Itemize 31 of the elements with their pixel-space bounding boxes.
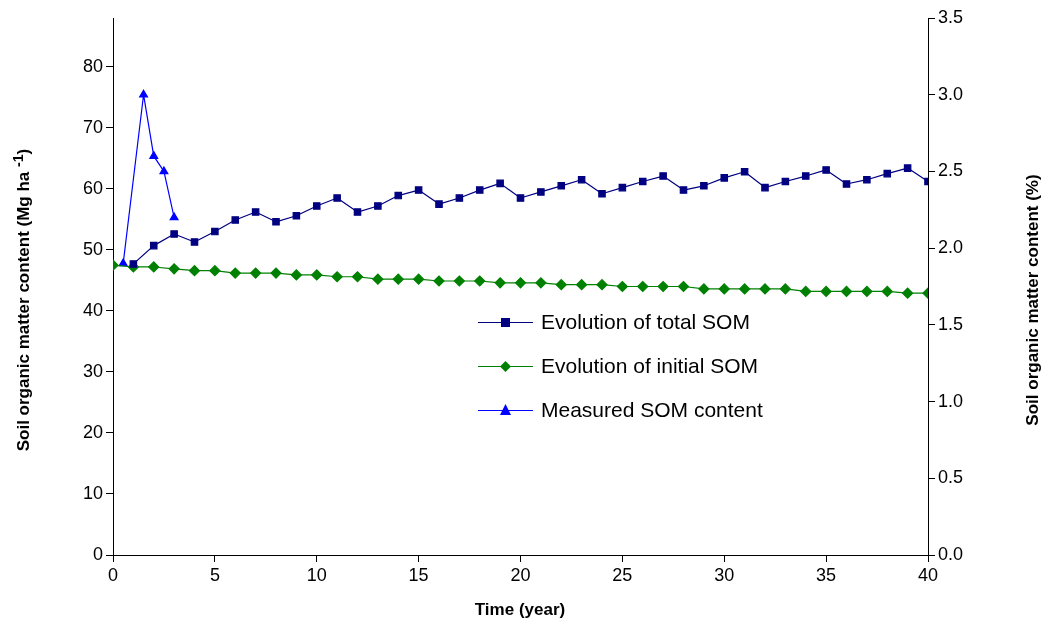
- legend-label: Measured SOM content: [541, 398, 763, 422]
- x-tick-label: 15: [408, 564, 429, 585]
- y-tick-label: 0: [92, 543, 103, 564]
- y-tick-label: 70: [82, 116, 103, 137]
- y2-tick-label: 0.5: [938, 467, 964, 488]
- legend-label: Evolution of total SOM: [541, 310, 750, 334]
- legend-label: Evolution of initial SOM: [541, 354, 759, 378]
- x-tick-label: 10: [306, 564, 327, 585]
- x-tick-label: 35: [816, 564, 837, 585]
- x-tick-label: 30: [714, 564, 735, 585]
- y2-tick-label: 2.0: [938, 237, 964, 258]
- y-tick-label: 50: [82, 238, 103, 259]
- y2-tick-label: 1.0: [938, 390, 964, 411]
- x-axis-title: Time (year): [474, 600, 566, 620]
- y2-tick-label: 1.5: [938, 313, 964, 334]
- x-tick-label: 0: [107, 564, 119, 585]
- y-tick-label: 60: [82, 177, 103, 198]
- y-tick-label: 80: [82, 55, 103, 76]
- y2-tick-label: 3.0: [938, 83, 964, 104]
- y2-tick-label: 0.0: [938, 543, 964, 564]
- y-tick-label: 10: [82, 482, 103, 503]
- y-tick-label: 20: [82, 421, 103, 442]
- x-tick-label: 40: [917, 564, 939, 585]
- y2-axis-title: Soil organic matter content (%): [1023, 174, 1043, 426]
- y-tick-label: 40: [82, 299, 103, 320]
- y-tick-label: 30: [82, 360, 103, 381]
- x-tick-label: 5: [209, 564, 220, 585]
- y2-tick-label: 3.5: [938, 6, 964, 27]
- x-tick-label: 20: [510, 564, 531, 585]
- y2-tick-label: 2.5: [938, 160, 964, 181]
- x-tick-label: 25: [612, 564, 633, 585]
